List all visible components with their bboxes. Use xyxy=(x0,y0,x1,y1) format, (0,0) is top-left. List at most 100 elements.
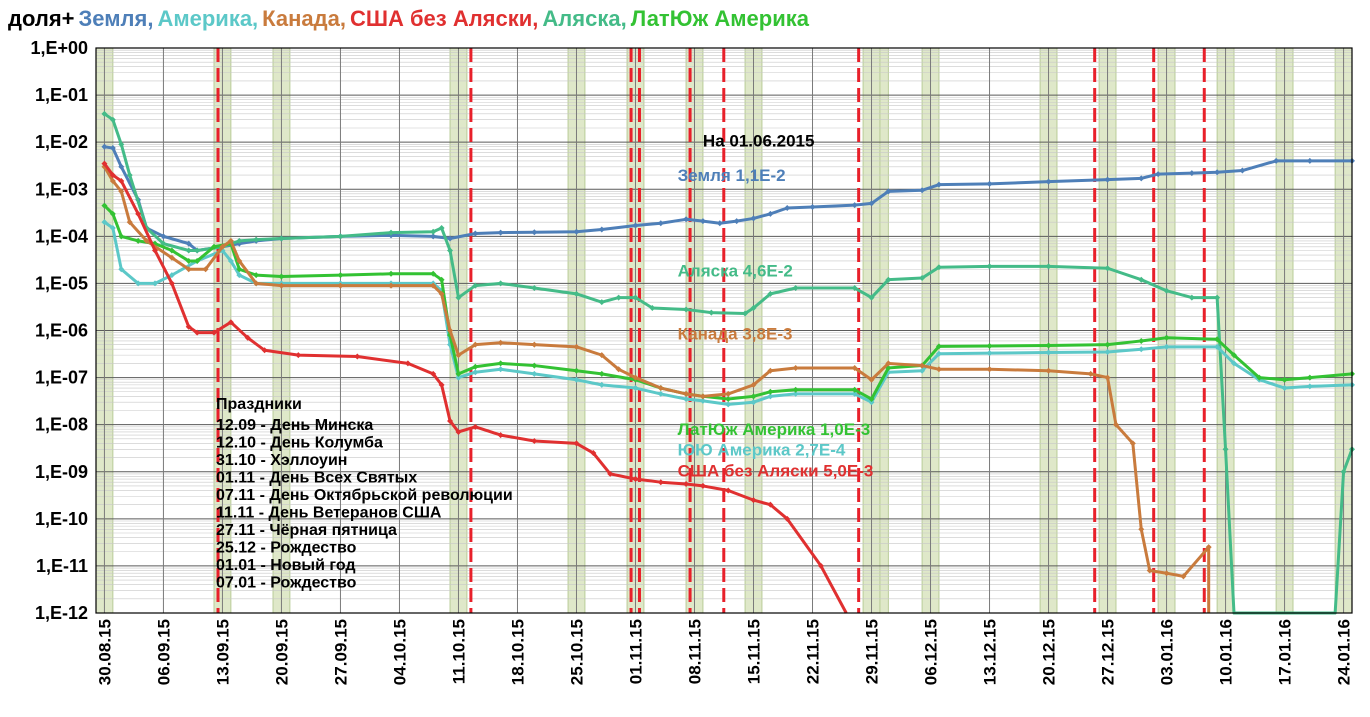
data-point xyxy=(1230,352,1237,359)
x-tick-label: 15.11.15 xyxy=(745,619,764,684)
data-point xyxy=(767,210,774,217)
series-США-без-Аляски xyxy=(101,160,848,614)
data-point xyxy=(531,341,538,348)
data-point xyxy=(472,282,479,289)
data-point xyxy=(919,187,926,194)
data-point xyxy=(868,376,875,383)
data-point xyxy=(1138,175,1145,182)
x-tick-label: 22.11.15 xyxy=(804,619,823,684)
data-point xyxy=(194,257,201,264)
y-tick-label: 1,E-04 xyxy=(35,226,88,246)
data-point xyxy=(1230,360,1237,367)
y-tick-label: 1,E-10 xyxy=(35,509,88,529)
data-point xyxy=(152,280,159,287)
y-tick-label: 1,E-03 xyxy=(35,179,88,199)
series-annotation: ЛатЮж Америка 1,0E-3 xyxy=(678,420,871,439)
data-point xyxy=(1281,376,1288,383)
data-point xyxy=(885,188,892,195)
data-point xyxy=(472,369,479,376)
data-point xyxy=(1163,334,1170,341)
y-tick-label: 1,E-01 xyxy=(35,85,88,105)
holiday-item: 11.11 - День Ветеранов США xyxy=(216,505,442,522)
data-point xyxy=(135,210,142,217)
x-tick-label: 06.12.15 xyxy=(922,619,941,685)
data-point xyxy=(1306,157,1313,164)
data-point xyxy=(817,562,824,569)
y-tick-label: 1,E-05 xyxy=(35,273,88,293)
x-tick-label: 13.12.15 xyxy=(981,619,1000,685)
data-point xyxy=(278,282,285,289)
data-point xyxy=(185,323,192,330)
data-point xyxy=(590,450,597,457)
data-point xyxy=(126,172,133,179)
data-point xyxy=(750,305,757,312)
data-point xyxy=(935,181,942,188)
x-tick-label: 29.11.15 xyxy=(863,619,882,684)
data-point xyxy=(497,366,504,373)
data-point xyxy=(101,110,108,117)
series-annotation: Канада 3,8E-3 xyxy=(678,324,793,343)
data-point xyxy=(101,143,108,150)
data-point xyxy=(699,482,706,489)
data-point xyxy=(607,470,614,477)
data-point xyxy=(683,306,690,313)
x-tick-label: 20.09.15 xyxy=(272,619,291,685)
data-point xyxy=(430,270,437,277)
data-point xyxy=(1214,294,1221,301)
x-tick-label: 04.10.15 xyxy=(390,619,409,685)
x-tick-label: 18.10.15 xyxy=(508,619,527,685)
data-point xyxy=(227,257,234,264)
data-point xyxy=(101,202,108,209)
data-point xyxy=(1087,370,1094,377)
data-point xyxy=(168,254,175,261)
data-point xyxy=(598,226,605,233)
data-point xyxy=(573,343,580,350)
data-point xyxy=(1256,374,1263,381)
data-point xyxy=(472,230,479,237)
data-point xyxy=(253,236,260,243)
data-point xyxy=(109,225,116,232)
holiday-item: 01.11 - День Всех Святых xyxy=(216,470,417,487)
data-point xyxy=(118,188,125,195)
data-point xyxy=(725,401,732,408)
data-point xyxy=(573,228,580,235)
data-point xyxy=(497,280,504,287)
title-part: Америка, xyxy=(157,6,259,31)
series-line xyxy=(103,204,1353,401)
data-point xyxy=(455,374,462,381)
x-tick-label: 11.10.15 xyxy=(449,619,468,684)
data-point xyxy=(219,243,226,250)
data-point xyxy=(725,487,732,494)
data-point xyxy=(851,386,858,393)
data-point xyxy=(1163,343,1170,350)
data-point xyxy=(742,310,749,317)
data-point xyxy=(919,362,926,369)
data-point xyxy=(109,145,116,152)
data-point xyxy=(236,266,243,273)
data-point xyxy=(1146,567,1153,574)
series-annotation: США без Аляски 5,0E-3 xyxy=(678,461,874,480)
title-part: Аляска, xyxy=(542,6,627,31)
data-point xyxy=(1306,383,1313,390)
data-point xyxy=(1239,167,1246,174)
data-point xyxy=(573,440,580,447)
data-point xyxy=(935,366,942,373)
y-tick-label: 1,E-02 xyxy=(35,132,88,152)
data-point xyxy=(1205,544,1212,551)
data-point xyxy=(851,202,858,209)
data-point xyxy=(657,390,664,397)
data-point xyxy=(295,352,302,359)
data-point xyxy=(227,237,234,244)
data-point xyxy=(851,284,858,291)
data-point xyxy=(1222,446,1229,453)
data-point xyxy=(278,235,285,242)
series-Америка xyxy=(101,219,1355,408)
data-point xyxy=(430,228,437,235)
data-point xyxy=(851,364,858,371)
data-point xyxy=(733,218,740,225)
holiday-item: 12.10 - День Колумба xyxy=(216,435,383,452)
data-point xyxy=(935,264,942,271)
data-point xyxy=(109,116,116,123)
data-point xyxy=(573,367,580,374)
data-point xyxy=(118,233,125,240)
